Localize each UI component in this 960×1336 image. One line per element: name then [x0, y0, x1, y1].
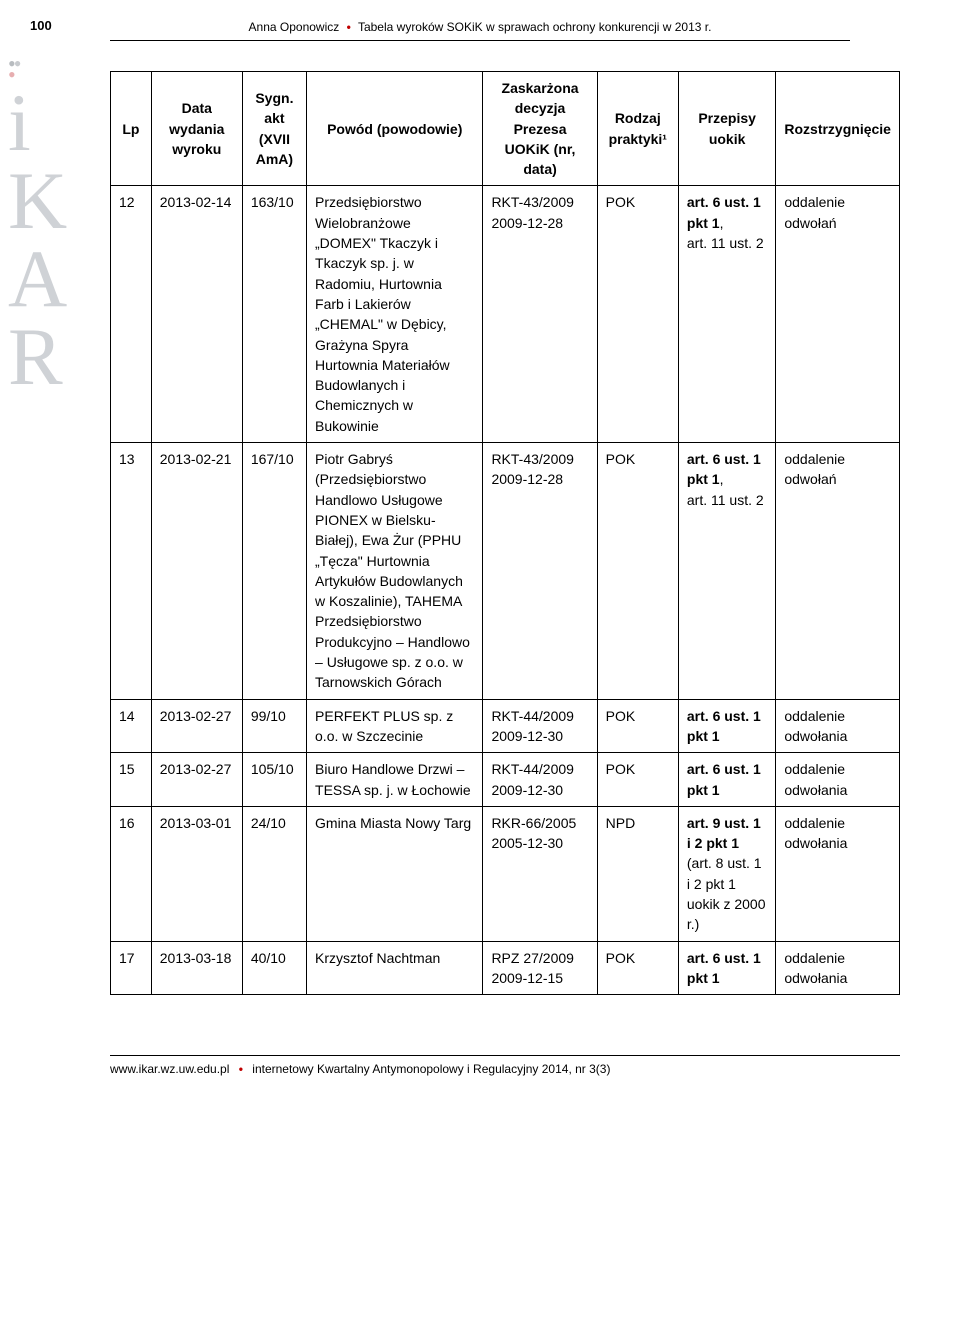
- table-row: 17 2013-03-18 40/10 Krzysztof Nachtman R…: [111, 941, 900, 995]
- cell-przepisy: art. 9 ust. 1 i 2 pkt 1(art. 8 ust. 1 i …: [678, 806, 775, 941]
- cell-date: 2013-02-27: [151, 753, 242, 807]
- col-header-powod: Powód (powodowie): [307, 72, 483, 186]
- table-row: 14 2013-02-27 99/10 PERFEKT PLUS sp. z o…: [111, 699, 900, 753]
- cell-lp: 13: [111, 443, 152, 700]
- cell-decision: RPZ 27/2009 2009-12-15: [483, 941, 597, 995]
- cell-powod: Biuro Handlowe Drzwi – TESSA sp. j. w Ło…: [307, 753, 483, 807]
- page-footer: www.ikar.wz.uw.edu.pl • internetowy Kwar…: [110, 1055, 900, 1076]
- col-header-decision: Zaskarżona decyzja Prezesa UOKiK (nr, da…: [483, 72, 597, 186]
- cell-date: 2013-02-14: [151, 186, 242, 443]
- cell-przepisy: art. 6 ust. 1 pkt 1,art. 11 ust. 2: [678, 186, 775, 443]
- header-rule: [110, 40, 850, 41]
- table-row: 15 2013-02-27 105/10 Biuro Handlowe Drzw…: [111, 753, 900, 807]
- cell-przepisy: art. 6 ust. 1 pkt 1: [678, 699, 775, 753]
- cell-rozstrz: oddalenie odwołania: [776, 699, 900, 753]
- page-number: 100: [30, 18, 52, 33]
- cell-sig: 99/10: [242, 699, 306, 753]
- header-title: Tabela wyroków SOKiK w sprawach ochrony …: [358, 20, 712, 34]
- journal-logo: ••• i K A R: [8, 58, 67, 396]
- cell-rozstrz: oddalenie odwołania: [776, 941, 900, 995]
- cell-lp: 12: [111, 186, 152, 443]
- cell-przepisy: art. 6 ust. 1 pkt 1,art. 11 ust. 2: [678, 443, 775, 700]
- separator-dot-icon: •: [239, 1062, 243, 1076]
- cell-date: 2013-03-18: [151, 941, 242, 995]
- cell-sig: 24/10: [242, 806, 306, 941]
- judgments-table: Lp Data wydania wyroku Sygn. akt (XVII A…: [110, 71, 900, 995]
- cell-przepisy: art. 6 ust. 1 pkt 1: [678, 941, 775, 995]
- table-header-row: Lp Data wydania wyroku Sygn. akt (XVII A…: [111, 72, 900, 186]
- footer-journal: internetowy Kwartalny Antymonopolowy i R…: [252, 1062, 610, 1076]
- cell-powod: Przedsiębiorstwo Wielobranżowe „DOMEX" T…: [307, 186, 483, 443]
- cell-rodzaj: NPD: [597, 806, 678, 941]
- table-row: 12 2013-02-14 163/10 Przedsiębiorstwo Wi…: [111, 186, 900, 443]
- cell-rodzaj: POK: [597, 941, 678, 995]
- cell-rozstrz: oddalenie odwołania: [776, 806, 900, 941]
- cell-rodzaj: POK: [597, 699, 678, 753]
- cell-powod: Piotr Gabryś (Przedsiębiorstwo Handlowo …: [307, 443, 483, 700]
- cell-decision: RKT-43/2009 2009-12-28: [483, 443, 597, 700]
- cell-sig: 40/10: [242, 941, 306, 995]
- header-author: Anna Oponowicz: [249, 20, 340, 34]
- cell-powod: Krzysztof Nachtman: [307, 941, 483, 995]
- footer-site: www.ikar.wz.uw.edu.pl: [110, 1062, 229, 1076]
- cell-rozstrz: oddalenie odwołań: [776, 443, 900, 700]
- table-row: 13 2013-02-21 167/10 Piotr Gabryś (Przed…: [111, 443, 900, 700]
- cell-lp: 15: [111, 753, 152, 807]
- running-header: Anna Oponowicz • Tabela wyroków SOKiK w …: [0, 0, 960, 34]
- cell-rodzaj: POK: [597, 443, 678, 700]
- col-header-przepisy: Przepisy uokik: [678, 72, 775, 186]
- cell-rozstrz: oddalenie odwołań: [776, 186, 900, 443]
- cell-przepisy: art. 6 ust. 1 pkt 1: [678, 753, 775, 807]
- cell-lp: 16: [111, 806, 152, 941]
- cell-sig: 167/10: [242, 443, 306, 700]
- cell-rodzaj: POK: [597, 186, 678, 443]
- cell-lp: 14: [111, 699, 152, 753]
- col-header-rozstrz: Rozstrzygnięcie: [776, 72, 900, 186]
- col-header-lp: Lp: [111, 72, 152, 186]
- cell-lp: 17: [111, 941, 152, 995]
- table-row: 16 2013-03-01 24/10 Gmina Miasta Nowy Ta…: [111, 806, 900, 941]
- col-header-sig: Sygn. akt (XVII AmA): [242, 72, 306, 186]
- cell-date: 2013-02-27: [151, 699, 242, 753]
- cell-powod: Gmina Miasta Nowy Targ: [307, 806, 483, 941]
- cell-decision: RKT-44/2009 2009-12-30: [483, 699, 597, 753]
- cell-decision: RKT-44/2009 2009-12-30: [483, 753, 597, 807]
- cell-date: 2013-03-01: [151, 806, 242, 941]
- col-header-rodzaj: Rodzaj praktyki¹: [597, 72, 678, 186]
- cell-decision: RKT-43/2009 2009-12-28: [483, 186, 597, 443]
- cell-sig: 163/10: [242, 186, 306, 443]
- cell-date: 2013-02-21: [151, 443, 242, 700]
- col-header-date: Data wydania wyroku: [151, 72, 242, 186]
- cell-decision: RKR-66/2005 2005-12-30: [483, 806, 597, 941]
- cell-powod: PERFEKT PLUS sp. z o.o. w Szczecinie: [307, 699, 483, 753]
- separator-dot-icon: •: [347, 20, 351, 34]
- cell-rodzaj: POK: [597, 753, 678, 807]
- cell-rozstrz: oddalenie odwołania: [776, 753, 900, 807]
- cell-sig: 105/10: [242, 753, 306, 807]
